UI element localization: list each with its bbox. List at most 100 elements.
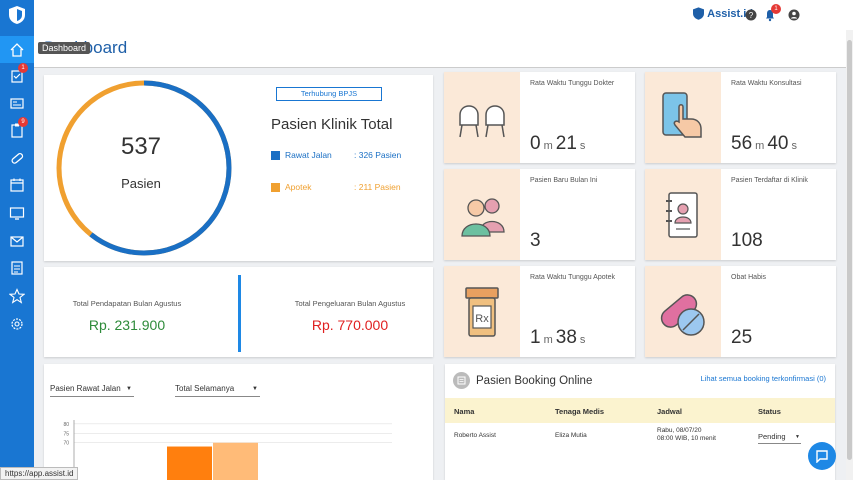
booking-status-select[interactable]: Pending ▼ (758, 432, 801, 444)
stat-value: 3 (530, 230, 541, 251)
sidebar-item-messages[interactable] (0, 227, 34, 254)
gear-icon (11, 317, 23, 330)
stat-unit-s: s (791, 140, 797, 152)
stat-seconds: 38 (555, 327, 577, 348)
sidebar-tooltip: Dashboard (38, 42, 91, 54)
legend-value: : 326 Pasien (354, 150, 402, 160)
booking-title: Pasien Booking Online (476, 375, 593, 387)
sidebar-item-patients[interactable] (0, 89, 34, 116)
expense-label: Total Pengeluaran Bulan Agustus (294, 299, 406, 308)
status-url: https://app.assist.id (0, 467, 79, 480)
stat-icon-box (444, 72, 520, 163)
phone-touch-icon (662, 91, 702, 138)
home-icon (10, 42, 24, 57)
time-range-select[interactable]: Total Selamanya ▼ (175, 384, 260, 397)
bpjs-status-button[interactable]: Terhubung BPJS (276, 87, 382, 101)
stat-minutes: 0 (530, 133, 541, 154)
sidebar-item-favorites[interactable] (0, 282, 34, 309)
stat-label: Obat Habis (731, 274, 767, 281)
legend-swatch (271, 150, 280, 160)
svg-text:Rx: Rx (475, 313, 489, 325)
stat-consult-time: Rata Waktu Konsultasi 56 m 40 s (645, 72, 836, 163)
stat-new-patients: Pasien Baru Bulan Ini 3 (444, 169, 635, 260)
stat-unit-m: m (543, 140, 553, 152)
patient-type-value: Pasien Rawat Jalan (50, 384, 121, 393)
star-icon (9, 287, 25, 304)
clipboard-icon (11, 123, 23, 138)
y-tick-label: 70 (63, 441, 69, 447)
sidebar-item-records[interactable]: 9 (0, 116, 34, 143)
chevron-down-icon: ▼ (252, 386, 258, 392)
chart-bar[interactable] (213, 442, 258, 480)
stat-value: 56 m 40 s (731, 133, 800, 155)
pill-icon (11, 152, 24, 164)
stat-minutes: 56 (731, 133, 753, 154)
booking-icon (453, 372, 470, 389)
stat-value: 0 m 21 s (530, 133, 588, 155)
sidebar-item-queue[interactable]: 1 (0, 62, 34, 89)
title-bar: Dashboard (34, 30, 853, 68)
stat-unit-m: m (543, 334, 553, 346)
stat-icon-box (444, 169, 520, 260)
booking-confirmed-link[interactable]: Lihat semua booking terkonfirmasi (0) (700, 374, 826, 383)
y-tick-label: 80 (63, 422, 69, 428)
logo-icon[interactable] (9, 6, 25, 24)
stat-label: Rata Waktu Tunggu Apotek (530, 274, 615, 281)
mail-icon (10, 235, 24, 247)
column-header-status: Status (758, 407, 781, 416)
stat-label: Rata Waktu Tunggu Dokter (530, 80, 615, 87)
patient-bar-chart: 80 75 70 (63, 420, 392, 480)
legend-rawat-jalan: Rawat Jalan : 326 Pasien (271, 150, 401, 160)
legend-value: : 211 Pasien (354, 182, 401, 192)
help-icon[interactable]: ? (744, 8, 758, 22)
brand-name: Assist.id (707, 7, 753, 20)
booking-table-header: Nama Tenaga Medis Jadwal Status (445, 398, 835, 423)
checklist-icon (11, 69, 23, 83)
chevron-down-icon: ▼ (126, 386, 132, 392)
stat-registered-patients: Pasien Terdaftar di Klinik 108 (645, 169, 836, 260)
stat-unit-s: s (579, 334, 586, 346)
sidebar-item-dashboard[interactable] (0, 36, 34, 63)
stat-unit-s: s (579, 140, 586, 152)
booking-status-value: Pending (758, 432, 786, 441)
time-range-value: Total Selamanya (175, 384, 235, 393)
y-tick-label: 75 (63, 431, 69, 437)
prescription-bottle-icon: Rx (465, 286, 499, 337)
sidebar-item-schedule[interactable] (0, 171, 34, 198)
records-badge: 9 (18, 117, 28, 127)
legend-apotek: Apotek : 211 Pasien (271, 182, 401, 192)
list-icon (457, 376, 466, 385)
account-icon[interactable] (787, 8, 801, 22)
chart-bar[interactable] (167, 446, 212, 480)
income-value: Rp. 231.900 (88, 317, 166, 333)
waiting-chairs-icon (459, 104, 505, 137)
stat-pharmacy-wait: Rx Rata Waktu Tunggu Apotek 1 m 38 s (444, 266, 635, 357)
patient-type-select[interactable]: Pasien Rawat Jalan ▼ (50, 384, 134, 397)
stat-label: Rata Waktu Konsultasi (731, 80, 802, 87)
sidebar: 1 9 (0, 0, 34, 480)
stat-value: 25 (731, 327, 753, 348)
chat-button[interactable] (808, 442, 836, 470)
queue-badge: 1 (18, 63, 28, 73)
column-header-schedule: Jadwal (657, 407, 683, 416)
svg-text:?: ? (749, 11, 754, 20)
booking-time: 08:00 WIB, 10 menit (657, 435, 716, 442)
sidebar-item-settings[interactable] (0, 310, 34, 337)
scrollbar-thumb[interactable] (847, 40, 852, 460)
finance-card: Total Pendapatan Bulan Agustus Rp. 231.9… (44, 267, 433, 357)
sidebar-item-pharmacy[interactable] (0, 144, 34, 171)
sidebar-item-screen[interactable] (0, 199, 34, 226)
id-card-icon (10, 97, 24, 109)
page-scrollbar[interactable] (846, 30, 853, 480)
stat-seconds: 40 (767, 133, 789, 154)
stat-seconds: 21 (555, 133, 577, 154)
patient-total-title: Pasien Klinik Total (271, 116, 393, 133)
legend-swatch (271, 182, 280, 192)
finance-divider (238, 275, 241, 352)
legend-label: Apotek (285, 182, 312, 192)
booking-card: Pasien Booking Online Lihat semua bookin… (445, 364, 835, 480)
stat-doctor-wait: Rata Waktu Tunggu Dokter 0 m 21 s (444, 72, 635, 163)
brand[interactable]: Assist.id (693, 7, 753, 20)
chat-icon (816, 450, 828, 463)
sidebar-item-reports[interactable] (0, 254, 34, 281)
